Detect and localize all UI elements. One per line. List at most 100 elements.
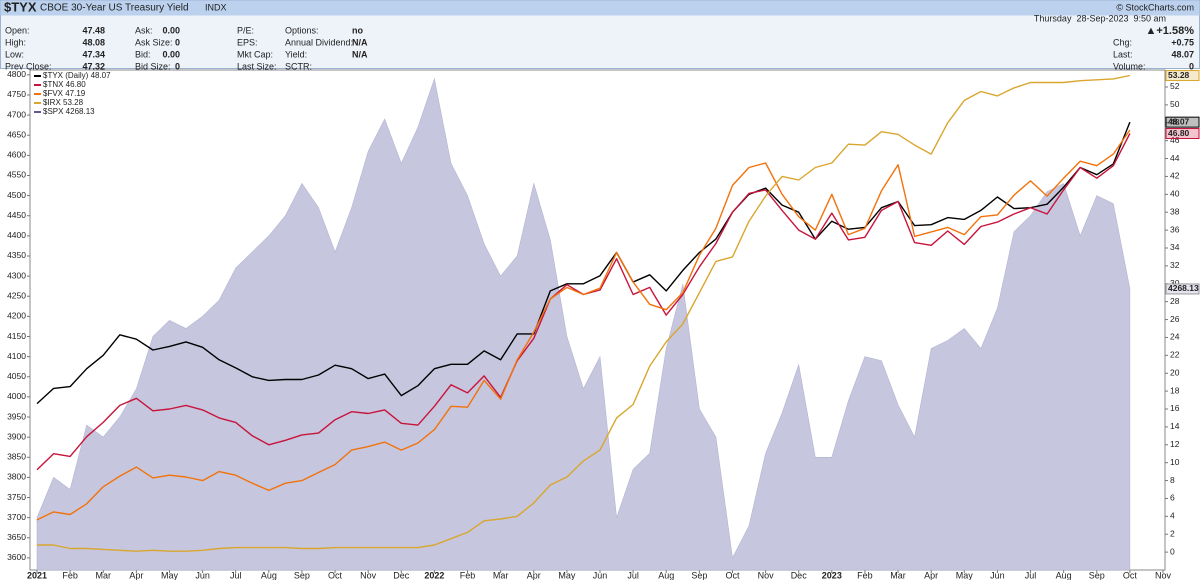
y-tick-label: 4500 — [7, 190, 26, 200]
y2-tick-label: 20 — [1170, 367, 1180, 377]
y-tick-label: 4700 — [7, 109, 26, 119]
quote-value: 47.48 — [82, 25, 105, 35]
x-tick-label: Apr — [924, 570, 938, 580]
x-tick-label: Jun — [593, 570, 608, 580]
header-bar — [0, 0, 1200, 16]
quote-label: Volume: — [1113, 61, 1146, 71]
quote-label: Last Size: — [237, 61, 277, 71]
quote-label: High: — [5, 37, 26, 47]
legend-label: $TNX 46.80 — [43, 80, 86, 89]
y2-tick-label: 50 — [1170, 99, 1180, 109]
quote-value: 47.32 — [82, 61, 105, 71]
y2-tick-label: 26 — [1170, 314, 1180, 324]
legend-label: $IRX 53.28 — [43, 98, 84, 107]
x-tick-label: Feb — [857, 570, 873, 580]
y2-tick-label: 6 — [1170, 493, 1175, 503]
y-tick-label: 4350 — [7, 250, 26, 260]
y2-tick-label: 30 — [1170, 278, 1180, 288]
y-tick-label: 4300 — [7, 270, 26, 280]
quote-value: 0.00 — [162, 25, 180, 35]
quote-label: Bid: — [135, 49, 151, 59]
quote-value: 47.34 — [82, 49, 105, 59]
y2-tick-label: 24 — [1170, 332, 1180, 342]
y-tick-label: 4200 — [7, 311, 26, 321]
x-tick-label: Jun — [195, 570, 210, 580]
y2-tick-label: 52 — [1170, 81, 1180, 91]
quote-label: Yield: — [285, 49, 307, 59]
y2-tick-label: 4 — [1170, 511, 1175, 521]
quote-label: Bid Size: — [135, 61, 171, 71]
end-tag-box — [1165, 283, 1200, 295]
change-percent: ▲+1.58% — [1145, 25, 1194, 37]
x-tick-label: Sep — [691, 570, 707, 580]
y2-tick-label: 22 — [1170, 350, 1180, 360]
quote-label: Ask Size: — [135, 37, 173, 47]
end-tag: 53.28 — [1168, 70, 1190, 80]
y-tick-label: 4400 — [7, 230, 26, 240]
x-tick-label: May — [956, 570, 974, 580]
quote-value: N/A — [352, 37, 368, 47]
y-tick-label: 3600 — [7, 552, 26, 562]
x-tick-label: May — [161, 570, 179, 580]
quote-label: EPS: — [237, 37, 258, 47]
x-tick-label: Mar — [95, 570, 111, 580]
quote-value: N/A — [352, 49, 368, 59]
x-tick-label: Feb — [460, 570, 476, 580]
quote-label: SCTR: — [285, 61, 312, 71]
y2-tick-label: 18 — [1170, 385, 1180, 395]
x-tick-label: Aug — [1056, 570, 1072, 580]
y2-tick-label: 38 — [1170, 206, 1180, 216]
quote-value: 0 — [175, 37, 180, 47]
x-tick-label: May — [558, 570, 576, 580]
quote-label: Options: — [285, 25, 319, 35]
quote-label: Low: — [5, 49, 24, 59]
y2-tick-label: 46 — [1170, 135, 1180, 145]
quote-value: +0.75 — [1171, 37, 1194, 47]
x-tick-label: Nov — [758, 570, 775, 580]
quote-label: Last: — [1113, 49, 1133, 59]
x-tick-label: 2022 — [424, 570, 444, 580]
y2-tick-label: 16 — [1170, 403, 1180, 413]
y2-tick-label: 12 — [1170, 439, 1180, 449]
quote-value: 0.00 — [162, 49, 180, 59]
y-tick-label: 4000 — [7, 391, 26, 401]
legend-label: $TYX (Daily) 48.07 — [43, 71, 111, 80]
y-tick-label: 3900 — [7, 431, 26, 441]
series-line — [36, 129, 1131, 521]
exchange: INDX — [205, 2, 227, 12]
x-tick-label: Oct — [328, 570, 343, 580]
y-tick-label: 4550 — [7, 170, 26, 180]
quote-value: 0 — [175, 61, 180, 71]
x-tick-label: Mar — [890, 570, 906, 580]
y-tick-label: 4050 — [7, 371, 26, 381]
quote-label: Chg: — [1113, 37, 1132, 47]
x-tick-label: Oct — [1123, 570, 1138, 580]
x-tick-label: Dec — [393, 570, 410, 580]
y2-tick-label: 36 — [1170, 224, 1180, 234]
x-tick-label: Dec — [791, 570, 808, 580]
series-line — [37, 74, 1131, 552]
security-name: CBOE 30-Year US Treasury Yield — [40, 3, 189, 14]
end-tag-box — [1165, 116, 1200, 128]
quote-value: no — [352, 25, 363, 35]
x-tick-label: Oct — [725, 570, 740, 580]
quote-label: Open: — [5, 25, 30, 35]
y2-tick-label: 34 — [1170, 242, 1180, 252]
y-tick-label: 3950 — [7, 411, 26, 421]
y-tick-label: 3650 — [7, 532, 26, 542]
y-tick-label: 4750 — [7, 89, 26, 99]
end-tag: 4268.13 — [1168, 283, 1199, 293]
quote-label: Annual Dividend: — [285, 37, 353, 47]
x-tick-label: Sep — [1089, 570, 1105, 580]
quote-value: 48.07 — [1171, 49, 1194, 59]
x-tick-label: Sep — [294, 570, 310, 580]
y-tick-label: 4650 — [7, 129, 26, 139]
y2-tick-label: 8 — [1170, 475, 1175, 485]
x-tick-label: Aug — [658, 570, 674, 580]
symbol: $TYX — [4, 0, 37, 14]
x-tick-label: Apr — [527, 570, 541, 580]
y-tick-label: 4100 — [7, 351, 26, 361]
x-tick-label: Jun — [990, 570, 1005, 580]
y2-tick-label: 28 — [1170, 296, 1180, 306]
